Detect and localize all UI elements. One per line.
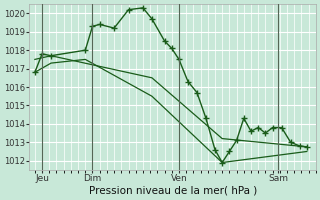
X-axis label: Pression niveau de la mer( hPa ): Pression niveau de la mer( hPa ) <box>89 186 257 196</box>
